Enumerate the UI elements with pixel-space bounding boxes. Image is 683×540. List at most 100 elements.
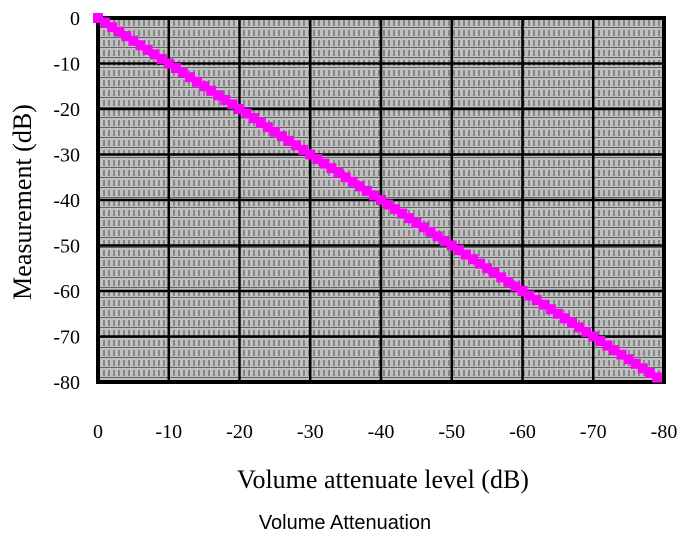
data-point bbox=[567, 317, 578, 328]
data-point bbox=[184, 72, 195, 83]
data-point bbox=[609, 345, 620, 356]
data-point bbox=[121, 31, 132, 42]
data-point bbox=[439, 235, 450, 246]
x-tick-label: -60 bbox=[509, 421, 536, 443]
x-tick-label: -30 bbox=[297, 421, 324, 443]
y-tick-label: -20 bbox=[53, 99, 80, 121]
x-axis-ticks: 0 -10 -20 -30 -40 -50 -60 -70 -80 bbox=[93, 421, 677, 443]
data-point bbox=[326, 163, 337, 174]
data-point bbox=[269, 126, 280, 137]
x-tick-label: -80 bbox=[651, 421, 678, 443]
data-point bbox=[404, 213, 415, 224]
data-point bbox=[206, 85, 217, 96]
data-point bbox=[298, 144, 309, 155]
data-point bbox=[425, 226, 436, 237]
data-point bbox=[333, 167, 344, 178]
data-point bbox=[284, 135, 295, 146]
data-point bbox=[93, 13, 103, 23]
data-point bbox=[581, 326, 592, 337]
y-tick-label: -40 bbox=[53, 190, 80, 212]
data-point bbox=[651, 372, 662, 383]
y-tick-label: -80 bbox=[53, 372, 80, 394]
data-point bbox=[616, 349, 627, 360]
data-point bbox=[142, 44, 153, 55]
data-point bbox=[248, 113, 259, 124]
data-point bbox=[602, 340, 613, 351]
data-point bbox=[397, 208, 408, 219]
data-point bbox=[213, 90, 224, 101]
data-point bbox=[475, 258, 486, 269]
x-tick-label: -20 bbox=[226, 421, 253, 443]
data-point bbox=[524, 290, 535, 301]
data-point bbox=[531, 295, 542, 306]
data-point bbox=[262, 122, 273, 133]
data-point bbox=[545, 304, 556, 315]
plot-border bbox=[96, 16, 666, 384]
data-point bbox=[114, 26, 125, 37]
data-point bbox=[517, 286, 528, 296]
data-point bbox=[503, 276, 514, 287]
y-axis-ticks: 0 -10 -20 -30 -40 -50 -60 -70 -80 bbox=[53, 8, 80, 394]
data-point bbox=[453, 245, 464, 256]
data-point bbox=[312, 154, 323, 165]
data-point bbox=[255, 117, 266, 128]
data-point bbox=[595, 336, 606, 347]
data-point bbox=[156, 53, 167, 64]
x-tick-label: -70 bbox=[580, 421, 607, 443]
data-point bbox=[276, 131, 287, 142]
data-point bbox=[234, 104, 245, 114]
data-point bbox=[227, 99, 238, 110]
data-point bbox=[177, 67, 188, 78]
data-point bbox=[496, 272, 507, 283]
data-point bbox=[538, 299, 549, 310]
data-point bbox=[220, 94, 231, 105]
data-point bbox=[347, 176, 358, 187]
data-point bbox=[361, 185, 372, 196]
y-axis-title: Measurement (dB) bbox=[8, 104, 37, 300]
data-point bbox=[383, 199, 394, 210]
data-point bbox=[199, 81, 210, 92]
data-point bbox=[192, 76, 203, 87]
y-tick-label: -70 bbox=[53, 327, 80, 349]
data-point bbox=[368, 190, 379, 201]
data-point bbox=[305, 149, 316, 160]
data-point bbox=[630, 358, 641, 369]
x-axis-title: Volume attenuate level (dB) bbox=[237, 465, 529, 494]
data-point bbox=[644, 367, 655, 378]
y-tick-label: -60 bbox=[53, 281, 80, 303]
data-point bbox=[467, 254, 478, 265]
data-series bbox=[93, 13, 662, 383]
data-point bbox=[170, 63, 181, 74]
data-point bbox=[489, 267, 500, 278]
data-point bbox=[241, 108, 252, 119]
data-point bbox=[376, 195, 386, 205]
x-tick-label: 0 bbox=[93, 421, 103, 443]
data-point bbox=[291, 140, 302, 151]
x-tick-label: -50 bbox=[438, 421, 465, 443]
data-point bbox=[107, 22, 118, 33]
data-point bbox=[135, 40, 146, 51]
data-point bbox=[588, 331, 599, 342]
y-tick-label: 0 bbox=[70, 8, 80, 30]
data-point bbox=[163, 58, 174, 69]
data-point bbox=[354, 181, 365, 192]
data-point bbox=[149, 49, 160, 60]
data-point bbox=[574, 322, 585, 333]
data-point bbox=[552, 308, 563, 319]
data-point bbox=[637, 363, 648, 374]
y-tick-label: -50 bbox=[53, 236, 80, 258]
data-point bbox=[340, 172, 351, 183]
y-tick-label: -10 bbox=[53, 54, 80, 76]
data-point bbox=[411, 217, 422, 228]
data-point bbox=[100, 17, 111, 28]
data-point bbox=[482, 263, 493, 274]
y-tick-label: -30 bbox=[53, 145, 80, 167]
data-point bbox=[559, 313, 570, 324]
data-point bbox=[623, 354, 634, 365]
data-point bbox=[128, 35, 139, 46]
data-point bbox=[432, 231, 443, 242]
x-tick-label: -10 bbox=[155, 421, 182, 443]
x-tick-label: -40 bbox=[368, 421, 395, 443]
data-point bbox=[319, 158, 330, 169]
